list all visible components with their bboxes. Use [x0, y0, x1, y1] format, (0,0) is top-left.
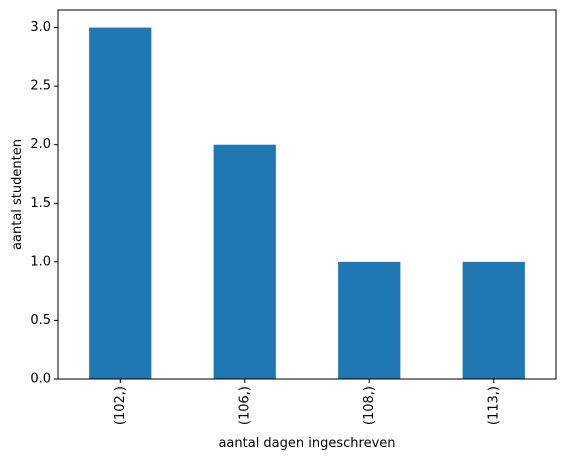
- plot-frame: [57, 9, 557, 380]
- bar: [89, 27, 152, 379]
- x-tick-label: (108,): [362, 386, 377, 425]
- y-tick-label: 1.0: [30, 254, 51, 269]
- y-tick-label: 2.0: [30, 137, 51, 152]
- y-tick-label: 3.0: [30, 20, 51, 35]
- y-tick-label: 1.5: [30, 196, 51, 211]
- x-tick-label: (113,): [486, 386, 501, 425]
- y-axis-title: aantal studenten: [10, 139, 25, 250]
- x-tick-label: (106,): [237, 386, 252, 425]
- x-tick-label: (102,): [113, 386, 128, 425]
- bar: [213, 144, 276, 379]
- y-tick-label: 0.0: [30, 372, 51, 387]
- bar: [338, 261, 401, 379]
- y-tick-label: 2.5: [30, 79, 51, 94]
- y-tick-label: 0.5: [30, 313, 51, 328]
- bars-group: [89, 27, 525, 379]
- bar: [462, 261, 525, 379]
- y-axis-ticks: 0.0 0.5 1.0 1.5 2.0 2.5 3.0: [30, 20, 58, 387]
- x-axis-title: aantal dagen ingeschreven: [218, 436, 395, 451]
- x-axis-ticks: (102,) (106,) (108,) (113,): [113, 379, 501, 425]
